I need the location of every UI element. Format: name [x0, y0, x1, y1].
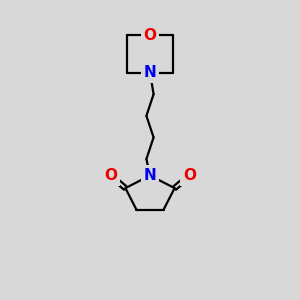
Text: O: O [143, 28, 157, 43]
Text: N: N [144, 65, 156, 80]
Text: O: O [183, 168, 196, 183]
Text: N: N [144, 168, 156, 183]
Text: O: O [104, 168, 117, 183]
